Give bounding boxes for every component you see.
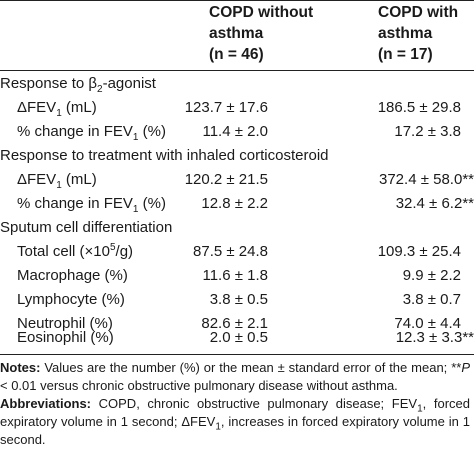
column-header-n: (n = 46) xyxy=(209,46,264,63)
table-bottom-rule xyxy=(0,354,474,355)
significance-marker: ** xyxy=(462,195,474,212)
value-without-asthma: 11.4 ± 2.0 xyxy=(202,123,268,140)
value-with-asthma: 9.9 ± 2.2 xyxy=(402,267,461,284)
value-without-asthma: 123.7 ± 17.6 xyxy=(184,99,268,116)
row-label: % change in FEV1 (%) xyxy=(17,123,166,143)
header-bottom-rule xyxy=(0,70,474,71)
notes-paragraph: Notes: Values are the number (%) or the … xyxy=(0,360,470,393)
value-with-asthma: 3.8 ± 0.7 xyxy=(402,291,461,308)
row-label: Total cell (×105/g) xyxy=(17,242,134,261)
value-with-asthma: 12.3 ± 3.3** xyxy=(395,329,474,346)
table-row: Lymphocyte (%) 3.8 ± 0.5 3.8 ± 0.7 xyxy=(0,288,474,312)
value-without-asthma: 87.5 ± 24.8 xyxy=(193,243,268,260)
value-without-asthma: 82.6 ± 2.1 xyxy=(201,315,268,332)
row-label: Eosinophil (%) xyxy=(17,329,114,346)
significance-marker: ** xyxy=(462,329,474,346)
table-row: ΔFEV1 (mL) 123.7 ± 17.6 186.5 ± 29.8 xyxy=(0,96,474,120)
row-label: ΔFEV1 (mL) xyxy=(17,171,97,191)
table-row: ΔFEV1 (mL) 120.2 ± 21.5 372.4 ± 58.0** xyxy=(0,168,474,192)
value-with-asthma: 109.3 ± 25.4 xyxy=(377,243,461,260)
table-footnotes: Notes: Values are the number (%) or the … xyxy=(0,359,470,449)
value-with-asthma: 74.0 ± 4.4 xyxy=(394,315,461,332)
column-header-line: COPD without xyxy=(209,4,314,21)
row-label: Macrophage (%) xyxy=(17,267,128,284)
value-without-asthma: 120.2 ± 21.5 xyxy=(184,171,268,188)
value-with-asthma: 372.4 ± 58.0** xyxy=(379,171,474,188)
row-label: Lymphocyte (%) xyxy=(17,291,125,308)
value-without-asthma: 12.8 ± 2.2 xyxy=(201,195,268,212)
value-with-asthma: 186.5 ± 29.8 xyxy=(377,99,461,116)
column-header-copd-without-asthma: COPD without asthma (n = 46) xyxy=(209,2,313,65)
row-label: Neutrophil (%) xyxy=(17,315,113,332)
column-header-line: COPD with xyxy=(378,4,459,21)
column-header-n: (n = 17) xyxy=(378,46,433,63)
column-header-line: asthma xyxy=(209,25,264,42)
table-row: % change in FEV1 (%) 12.8 ± 2.2 32.4 ± 6… xyxy=(0,192,474,216)
significance-marker: ** xyxy=(462,171,474,188)
table-row: Total cell (×105/g) 87.5 ± 24.8 109.3 ± … xyxy=(0,240,474,264)
value-without-asthma: 11.6 ± 1.8 xyxy=(202,267,268,284)
table-row: Eosinophil (%) 2.0 ± 0.5 12.3 ± 3.3** xyxy=(0,326,474,350)
column-header-line: asthma xyxy=(378,25,433,42)
value-with-asthma: 17.2 ± 3.8 xyxy=(394,123,461,140)
table-row: % change in FEV1 (%) 11.4 ± 2.0 17.2 ± 3… xyxy=(0,120,474,144)
row-label: % change in FEV1 (%) xyxy=(17,195,166,215)
table-row: Neutrophil (%) 82.6 ± 2.1 74.0 ± 4.4 xyxy=(0,312,474,336)
section-title-sputum-cell-differentiation: Sputum cell differentiation xyxy=(0,219,173,236)
value-without-asthma: 2.0 ± 0.5 xyxy=(209,329,268,346)
column-header-copd-with-asthma: COPD with asthma (n = 17) xyxy=(378,2,458,65)
table-top-rule xyxy=(0,0,474,1)
table-row: Macrophage (%) 11.6 ± 1.8 9.9 ± 2.2 xyxy=(0,264,474,288)
row-label: ΔFEV1 (mL) xyxy=(17,99,97,119)
value-without-asthma: 3.8 ± 0.5 xyxy=(209,291,268,308)
value-with-asthma: 32.4 ± 6.2** xyxy=(395,195,474,212)
abbreviations-paragraph: Abbreviations: COPD, chronic obstructive… xyxy=(0,396,471,447)
section-title-beta-agonist: Response to β2-agonist xyxy=(0,75,156,95)
section-title-inhaled-corticosteroid: Response to treatment with inhaled corti… xyxy=(0,147,329,164)
